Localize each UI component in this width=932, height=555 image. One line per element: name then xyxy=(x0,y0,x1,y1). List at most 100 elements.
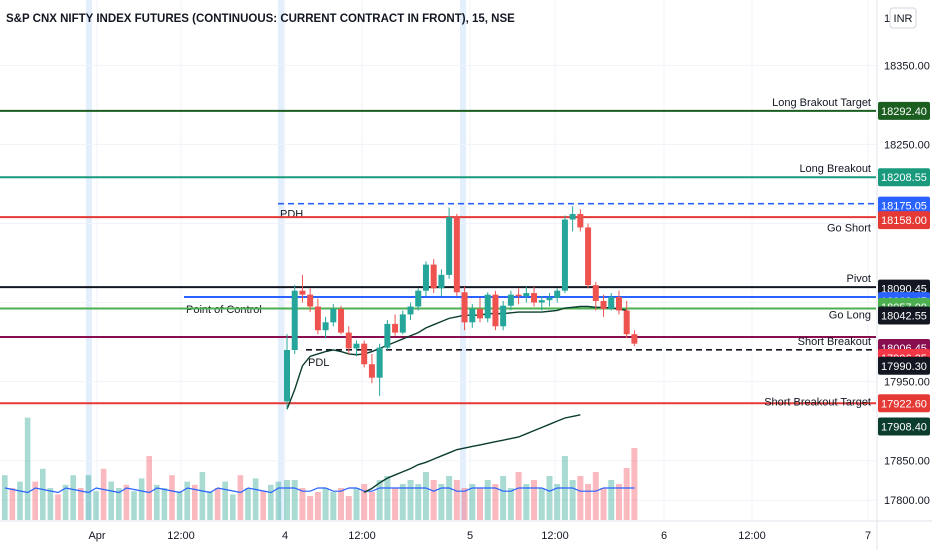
candle[interactable] xyxy=(592,282,599,311)
candle[interactable] xyxy=(608,293,615,311)
volume-bar xyxy=(291,480,298,520)
candle[interactable] xyxy=(600,294,607,317)
volume-bar xyxy=(40,468,46,520)
candle[interactable] xyxy=(585,223,592,289)
candle-body xyxy=(384,323,391,348)
candle[interactable] xyxy=(399,310,406,335)
y-tick-label: 17800.00 xyxy=(884,495,930,507)
volume-bar xyxy=(376,480,383,520)
candle[interactable] xyxy=(299,274,306,303)
candle[interactable] xyxy=(569,206,576,232)
candle[interactable] xyxy=(291,285,298,354)
volume-bar xyxy=(592,472,599,520)
candle[interactable] xyxy=(338,305,345,335)
candle-body xyxy=(515,294,522,297)
candle[interactable] xyxy=(453,214,460,297)
candle[interactable] xyxy=(615,290,622,315)
volume-bar xyxy=(322,488,329,520)
volume-bar xyxy=(577,476,584,520)
level-label: Short Breakout xyxy=(798,336,871,348)
candle[interactable] xyxy=(415,288,422,311)
price-tag xyxy=(878,168,930,187)
candle[interactable] xyxy=(384,319,391,350)
level-label: Go Long xyxy=(829,309,871,321)
level-label: PDH xyxy=(280,209,303,221)
session-band xyxy=(460,0,466,520)
candle[interactable] xyxy=(430,259,437,294)
candle[interactable] xyxy=(407,302,414,320)
price-tag-label: 18175.05 xyxy=(881,201,927,213)
volume-bar xyxy=(585,484,592,520)
candle-body xyxy=(345,332,352,349)
candle[interactable] xyxy=(507,290,514,311)
candle[interactable] xyxy=(577,209,584,232)
candle-body xyxy=(569,214,576,220)
volume-bar xyxy=(260,491,266,520)
candle[interactable] xyxy=(531,286,538,307)
candle[interactable] xyxy=(322,316,329,339)
x-tick-label: 12:00 xyxy=(167,530,195,542)
currency-button[interactable]: INR xyxy=(889,7,917,29)
candle[interactable] xyxy=(422,261,429,297)
candle[interactable] xyxy=(631,330,638,347)
candle[interactable] xyxy=(515,288,522,305)
volume-bar xyxy=(515,472,522,520)
candle[interactable] xyxy=(446,207,453,279)
candle[interactable] xyxy=(392,314,399,336)
candle[interactable] xyxy=(546,293,553,307)
price-tag-label: 18208.55 xyxy=(881,172,927,184)
volume-bar xyxy=(55,494,61,520)
candle-body xyxy=(477,308,483,319)
candle[interactable] xyxy=(307,288,314,313)
volume-bar xyxy=(492,484,499,520)
candle[interactable] xyxy=(368,353,375,384)
candle[interactable] xyxy=(554,288,561,303)
candle-body xyxy=(585,227,592,286)
price-tag xyxy=(878,196,930,215)
candle[interactable] xyxy=(461,286,468,331)
candle[interactable] xyxy=(484,292,491,323)
level-label: Long Breakout xyxy=(799,163,871,175)
volume-bar xyxy=(338,488,345,520)
candle[interactable] xyxy=(345,326,352,354)
y-tick-label: 18250.00 xyxy=(884,139,930,151)
volume-bar xyxy=(268,484,274,520)
candle-body xyxy=(399,314,406,333)
volume-bar xyxy=(538,488,545,520)
vwap-line xyxy=(286,305,627,410)
candle[interactable] xyxy=(314,298,321,335)
volume-bar xyxy=(608,480,615,520)
candle[interactable] xyxy=(469,304,476,328)
candle[interactable] xyxy=(623,300,630,339)
price-tag xyxy=(878,306,930,325)
candle[interactable] xyxy=(376,343,383,396)
candle[interactable] xyxy=(500,300,507,331)
candle[interactable] xyxy=(561,215,568,294)
volume-bar xyxy=(252,478,259,520)
candle[interactable] xyxy=(284,334,290,410)
candle[interactable] xyxy=(361,340,368,368)
candle[interactable] xyxy=(523,286,530,303)
candle-body xyxy=(554,290,561,298)
candle-body xyxy=(415,290,422,307)
volume-bar xyxy=(438,484,445,520)
grid-layer xyxy=(0,0,876,520)
x-tick-label: Apr xyxy=(88,530,105,542)
volume-bar xyxy=(407,480,414,520)
candle[interactable] xyxy=(477,297,483,323)
candle[interactable] xyxy=(330,304,337,327)
candles-layer[interactable] xyxy=(284,206,638,410)
background-layer xyxy=(86,0,466,520)
candle[interactable] xyxy=(353,340,360,357)
volume-bar xyxy=(161,488,168,520)
volume-bar xyxy=(100,468,107,520)
currency-label[interactable]: INR xyxy=(894,13,913,25)
candle-body xyxy=(438,274,445,289)
candle[interactable] xyxy=(492,290,499,331)
level-label: Long Brakout Target xyxy=(772,97,871,109)
candle[interactable] xyxy=(438,269,445,297)
candle[interactable] xyxy=(538,296,545,311)
volume-bar xyxy=(330,492,337,520)
